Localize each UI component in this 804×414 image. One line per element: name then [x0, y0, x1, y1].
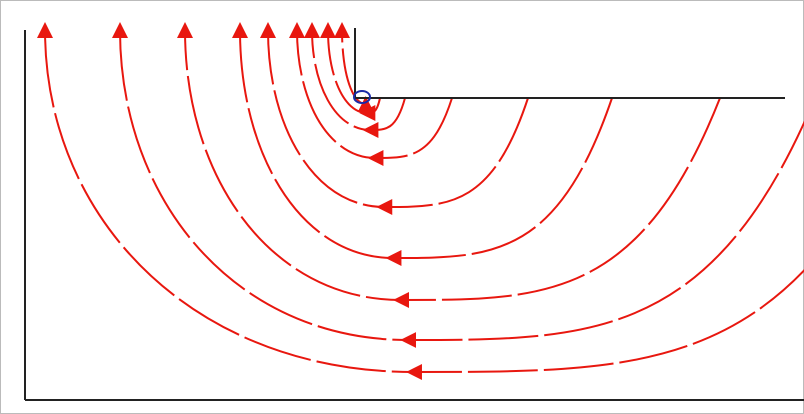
streamlines: [37, 22, 804, 381]
corner-marker: [353, 90, 371, 104]
streamline: [37, 22, 804, 381]
